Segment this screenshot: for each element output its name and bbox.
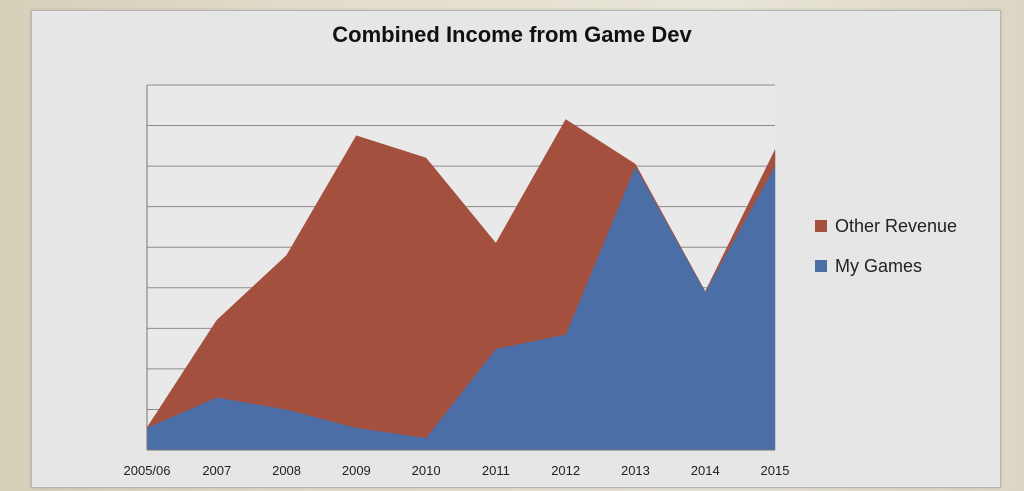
area-series-other-revenue (146, 119, 776, 439)
legend-label: My Games (835, 255, 923, 276)
x-tick-label: 2005/06 (124, 463, 171, 478)
x-tick-label: 2014 (691, 463, 720, 478)
chart-title: Combined Income from Game Dev (332, 22, 692, 47)
legend-item-other-revenue: Other Revenue (815, 213, 957, 239)
legend-swatch (815, 220, 827, 232)
x-tick-label: 2015 (761, 463, 790, 478)
x-tick-label: 2011 (482, 463, 510, 478)
x-tick-label: 2013 (621, 463, 650, 478)
x-tick-label: 2009 (342, 463, 371, 478)
legend: Other Revenue My Games (815, 213, 957, 293)
x-tick-label: 2008 (272, 463, 301, 478)
x-tick-label: 2007 (202, 463, 231, 478)
legend-swatch (815, 260, 827, 272)
legend-item-my-games: My Games (815, 253, 957, 279)
x-tick-label: 2010 (412, 463, 441, 478)
x-tick-label: 2012 (551, 463, 580, 478)
legend-label: Other Revenue (835, 215, 958, 236)
